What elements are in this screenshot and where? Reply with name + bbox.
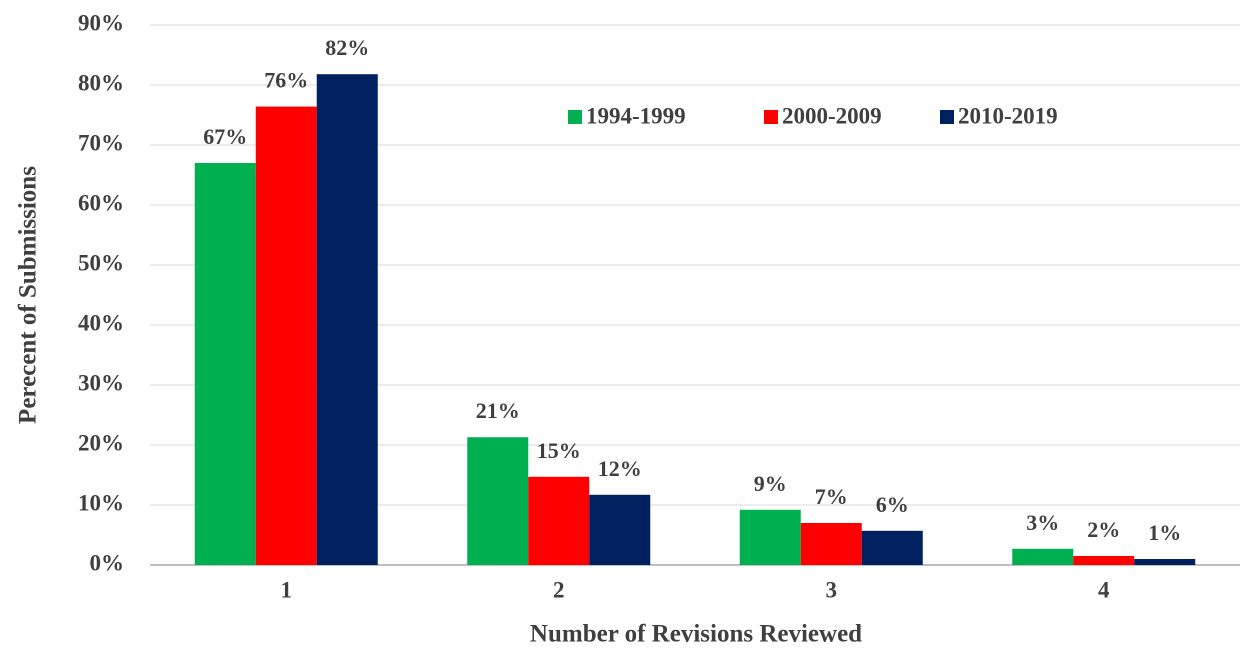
x-tick-label: 3 bbox=[826, 577, 838, 602]
y-tick-label: 30% bbox=[78, 370, 124, 395]
y-tick-label: 70% bbox=[78, 130, 124, 155]
y-tick-label: 50% bbox=[78, 250, 124, 275]
bar bbox=[194, 163, 256, 565]
value-label: 21% bbox=[476, 398, 520, 423]
value-label: 7% bbox=[815, 484, 848, 509]
y-tick-label: 10% bbox=[78, 490, 124, 515]
bar bbox=[528, 476, 590, 565]
x-tick-label: 4 bbox=[1098, 577, 1110, 602]
value-label: 82% bbox=[325, 35, 369, 60]
y-tick-label: 80% bbox=[78, 70, 124, 95]
bar bbox=[861, 530, 923, 565]
x-tick-label: 2 bbox=[553, 577, 565, 602]
y-tick-label: 90% bbox=[78, 10, 124, 35]
value-label: 76% bbox=[264, 68, 308, 93]
bar bbox=[255, 106, 317, 565]
legend-swatch bbox=[940, 110, 954, 124]
bar bbox=[316, 74, 378, 565]
bar bbox=[739, 509, 801, 565]
y-tick-label: 60% bbox=[78, 190, 124, 215]
y-tick-label: 40% bbox=[78, 310, 124, 335]
legend-label: 2010-2019 bbox=[958, 103, 1058, 128]
bar bbox=[467, 437, 529, 565]
y-tick-label: 20% bbox=[78, 430, 124, 455]
x-axis-title: Number of Revisions Reviewed bbox=[530, 621, 862, 648]
legend-label: 2000-2009 bbox=[782, 103, 882, 128]
value-label: 3% bbox=[1026, 510, 1059, 535]
legend-swatch bbox=[764, 110, 778, 124]
bar bbox=[589, 494, 651, 565]
bar bbox=[1134, 559, 1196, 565]
value-label: 12% bbox=[598, 456, 642, 481]
bar bbox=[1073, 556, 1135, 565]
x-tick-label: 1 bbox=[281, 577, 293, 602]
legend-swatch bbox=[568, 110, 582, 124]
bar bbox=[800, 523, 862, 565]
y-axis-title: Perecent of Submissions bbox=[15, 166, 42, 424]
y-tick-label: 0% bbox=[90, 550, 125, 575]
value-label: 6% bbox=[876, 492, 909, 517]
value-label: 9% bbox=[754, 471, 787, 496]
bar bbox=[1012, 548, 1074, 565]
value-label: 67% bbox=[203, 124, 247, 149]
legend-label: 1994-1999 bbox=[586, 103, 686, 128]
value-label: 2% bbox=[1087, 517, 1120, 542]
value-label: 1% bbox=[1148, 520, 1181, 545]
value-label: 15% bbox=[537, 438, 581, 463]
